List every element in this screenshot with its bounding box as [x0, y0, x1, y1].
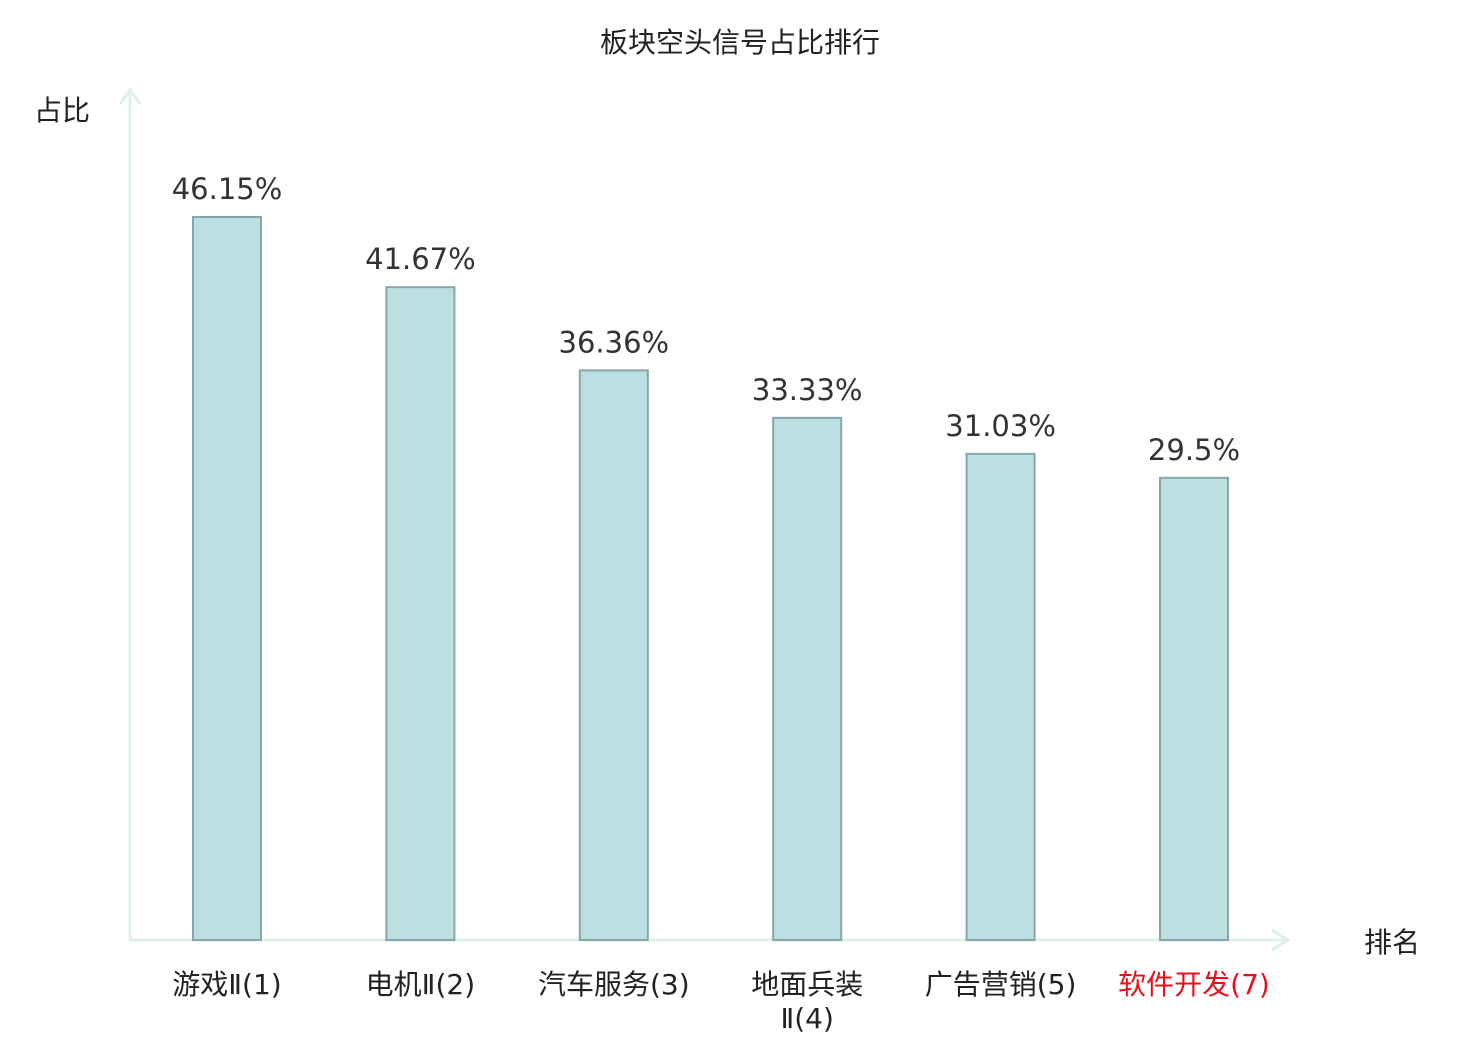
value-label-4: 33.33% — [752, 373, 863, 407]
value-labels-layer: 46.15% 41.67% 36.36% 33.33% 31.03% 29.5% — [172, 172, 1240, 467]
bar-5 — [965, 452, 1036, 941]
category-label-6: 软件开发(7) — [1118, 968, 1270, 1001]
value-label-3: 36.36% — [559, 325, 670, 359]
value-label-6: 29.5% — [1148, 433, 1240, 467]
category-label-4: 地面兵装 Ⅱ(4) — [751, 968, 863, 1035]
category-label-1: 游戏Ⅱ(1) — [172, 968, 281, 1001]
bar-3 — [578, 369, 649, 941]
bars-layer — [192, 215, 1229, 942]
category-label-line: 电机Ⅱ(2) — [366, 968, 475, 1001]
bar-6 — [1159, 476, 1229, 941]
category-label-2: 电机Ⅱ(2) — [366, 968, 475, 1001]
category-label-line: 游戏Ⅱ(1) — [172, 968, 281, 1001]
value-label-1: 46.15% — [172, 172, 283, 206]
category-label-3: 汽车服务(3) — [538, 968, 690, 1001]
chart-title: 板块空头信号占比排行 — [600, 26, 880, 59]
value-label-2: 41.67% — [365, 242, 476, 276]
category-label-line: Ⅱ(4) — [780, 1002, 833, 1035]
category-label-5: 广告营销(5) — [925, 968, 1077, 1001]
category-label-line: 汽车服务(3) — [538, 968, 690, 1001]
bar-1 — [192, 215, 262, 941]
value-label-5: 31.03% — [945, 409, 1056, 443]
category-label-line: 地面兵装 — [751, 968, 863, 1001]
category-label-line: 广告营销(5) — [925, 968, 1077, 1001]
category-labels-layer: 游戏Ⅱ(1) 电机Ⅱ(2) 汽车服务(3) 地面兵装 Ⅱ(4) 广告营销(5) 软件开发(7… — [172, 968, 1270, 1035]
bar-4 — [772, 416, 843, 941]
x-axis-arrow — [1271, 928, 1291, 952]
bar-2 — [385, 286, 456, 942]
y-axis-label: 占比 — [34, 94, 90, 127]
category-label-line: 软件开发(7) — [1118, 968, 1270, 1001]
x-axis-label: 排名 — [1364, 926, 1420, 959]
y-axis-arrow — [118, 87, 142, 105]
